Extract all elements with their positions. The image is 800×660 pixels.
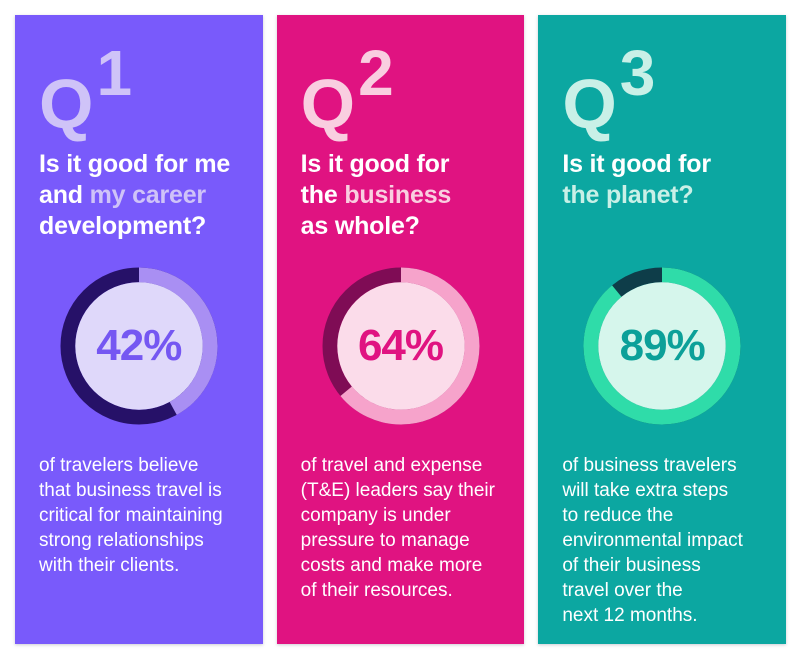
donut-chart-q2: 64%	[321, 267, 480, 425]
statistic-description-q2: of travel and expense (T&E) leaders say t…	[300, 455, 495, 601]
question-number-q2: Q 2	[301, 41, 501, 139]
title-line: Is it good for	[300, 150, 450, 178]
donut-inner-circle	[336, 282, 465, 410]
q-number: 2	[358, 37, 394, 109]
donut-value-arc	[60, 267, 218, 425]
q-letter: Q	[39, 65, 94, 143]
title-highlight: business	[344, 181, 452, 209]
q-number: 1	[96, 37, 133, 109]
question-number-q1: Q 1	[39, 41, 239, 139]
donut-inner-circle	[75, 282, 203, 410]
title-line: as whole?	[300, 212, 420, 240]
title-line: and	[39, 181, 90, 209]
question-title-q3: Is it good for the planet?	[562, 149, 762, 242]
donut-chart-q1: 42%	[60, 267, 218, 425]
question-title-q1: Is it good for me and my career developmen…	[39, 149, 239, 242]
q-letter: Q	[562, 65, 617, 143]
donut-svg	[321, 267, 480, 425]
panel-question-1: Q 1 Is it good for me and my career develo…	[15, 15, 263, 644]
donut-inner-circle	[598, 282, 726, 410]
donut-chart-q3: 89%	[583, 267, 741, 425]
donut-value-arc	[583, 267, 741, 425]
title-line: Is it good for me	[39, 150, 231, 178]
q-letter: Q	[300, 65, 356, 143]
title-line: the	[300, 181, 345, 209]
panel-question-3: Q 3 Is it good for the planet? 89% of bus…	[538, 15, 787, 644]
title-highlight: my career	[89, 181, 207, 209]
question-number-q3: Q 3	[562, 41, 762, 139]
title-line: Is it good for	[562, 150, 711, 178]
title-highlight: the planet?	[562, 181, 694, 209]
donut-value-arc	[321, 267, 480, 425]
title-line: development?	[39, 212, 207, 240]
percent-label-q2: 64%	[357, 321, 444, 370]
percent-label-q1: 42%	[96, 321, 182, 370]
donut-svg	[583, 267, 741, 425]
donut-svg	[60, 267, 218, 425]
percent-label-q3: 89%	[619, 321, 706, 370]
statistic-description-q1: of travelers believe that business travel…	[39, 455, 223, 576]
statistic-description-q3: of business travelers will take extra ste…	[562, 455, 743, 626]
panel-question-2: Q 2 Is it good for the business as whole? …	[276, 15, 525, 644]
question-title-q2: Is it good for the business as whole?	[301, 149, 501, 242]
q-number: 3	[619, 37, 656, 109]
